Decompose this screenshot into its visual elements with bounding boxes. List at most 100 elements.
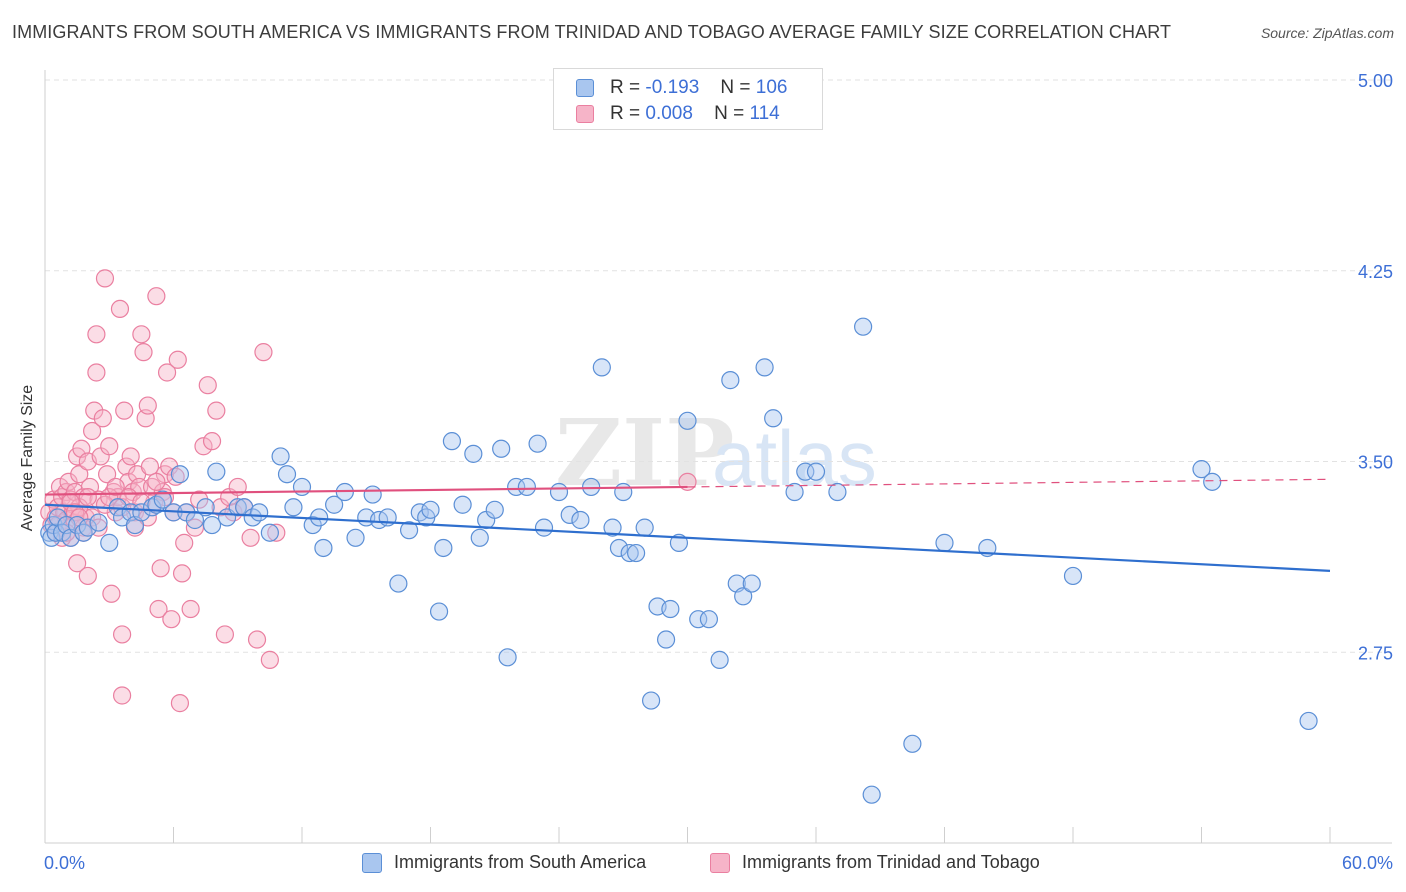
y-tick-label-3: 5.00 bbox=[1358, 71, 1393, 91]
stats-legend-box: R = -0.193 N = 106 R = 0.008 N = 114 bbox=[553, 68, 823, 130]
trinidad-point-63 bbox=[162, 610, 181, 629]
blue-n-label: N = bbox=[720, 77, 751, 98]
trinidad-point-87 bbox=[260, 650, 279, 669]
south-america-point-89 bbox=[734, 587, 753, 606]
south-america-point-45 bbox=[363, 485, 382, 504]
trinidad-point-40 bbox=[112, 686, 132, 705]
south-america-point-104 bbox=[1203, 472, 1222, 491]
x-tick-labels: 0.0% 60.0% bbox=[44, 853, 1393, 873]
stats-text-blue: R = -0.193 N = 106 bbox=[610, 77, 787, 99]
south-america-point-76 bbox=[626, 543, 646, 563]
trinidad-point-104 bbox=[147, 472, 166, 491]
south-america-point-75 bbox=[620, 543, 639, 563]
south-america-point-35 bbox=[277, 465, 297, 484]
south-america-point-17 bbox=[132, 503, 151, 522]
south-america-point-71 bbox=[592, 358, 611, 377]
pink-r-label: R = bbox=[610, 103, 641, 124]
trinidad-point-56 bbox=[147, 287, 166, 306]
south-america-point-62 bbox=[498, 648, 517, 667]
trinidad-point-93 bbox=[78, 488, 97, 507]
trend-lines bbox=[44, 478, 1331, 572]
series-trinidad-points bbox=[40, 269, 697, 713]
trend-line-south-america bbox=[44, 503, 1331, 572]
pink-swatch bbox=[576, 105, 594, 123]
trinidad-point-67 bbox=[170, 694, 190, 713]
south-america-point-93 bbox=[785, 482, 804, 502]
south-america-point-33 bbox=[260, 523, 279, 542]
trinidad-point-86 bbox=[254, 343, 273, 362]
south-america-point-98 bbox=[862, 785, 881, 804]
trinidad-point-50 bbox=[134, 343, 153, 362]
south-america-point-68 bbox=[560, 505, 579, 525]
south-america-point-97 bbox=[854, 317, 873, 336]
south-america-point-11 bbox=[89, 513, 108, 532]
trinidad-point-38 bbox=[110, 299, 130, 318]
south-america-point-27 bbox=[207, 462, 226, 481]
south-america-point-8 bbox=[68, 515, 87, 535]
south-america-point-66 bbox=[534, 518, 554, 537]
blue-swatch bbox=[576, 79, 594, 97]
trinidad-point-58 bbox=[151, 559, 170, 578]
axes bbox=[44, 70, 1392, 844]
south-america-point-37 bbox=[292, 477, 312, 497]
trinidad-point-57 bbox=[149, 599, 168, 619]
trinidad-point-68 bbox=[172, 564, 192, 583]
trinidad-point-44 bbox=[121, 447, 140, 466]
south-america-point-92 bbox=[764, 409, 783, 428]
trinidad-point-32 bbox=[98, 465, 117, 484]
trinidad-point-84 bbox=[241, 528, 260, 547]
south-america-point-53 bbox=[429, 602, 449, 621]
south-america-point-83 bbox=[678, 411, 697, 430]
y-tick-labels: 2.75 3.50 4.25 5.00 bbox=[1358, 71, 1393, 663]
trinidad-point-69 bbox=[175, 533, 194, 552]
trinidad-point-71 bbox=[181, 599, 200, 619]
south-america-point-58 bbox=[470, 528, 489, 547]
trend-line-trinidad-extrapolated bbox=[687, 478, 1331, 488]
y-tick-label-0: 2.75 bbox=[1358, 643, 1393, 663]
south-america-point-36 bbox=[284, 498, 303, 517]
south-america-point-96 bbox=[828, 482, 847, 502]
south-america-point-64 bbox=[517, 477, 536, 497]
south-america-point-32 bbox=[250, 503, 269, 522]
trinidad-point-33 bbox=[100, 437, 119, 456]
legend-pink-swatch bbox=[710, 853, 730, 873]
south-america-point-85 bbox=[699, 610, 719, 629]
watermark-zip: ZIP bbox=[555, 399, 734, 507]
south-america-point-74 bbox=[614, 482, 633, 502]
south-america-point-43 bbox=[346, 528, 365, 547]
trinidad-point-75 bbox=[198, 376, 217, 395]
pink-n-label: N = bbox=[714, 103, 745, 124]
south-america-point-26 bbox=[202, 515, 222, 535]
south-america-point-80 bbox=[656, 630, 676, 649]
x-tick-label-max: 60.0% bbox=[1342, 853, 1393, 873]
trinidad-point-53 bbox=[140, 457, 160, 476]
chart-title: IMMIGRANTS FROM SOUTH AMERICA VS IMMIGRA… bbox=[12, 22, 1172, 42]
south-america-point-63 bbox=[507, 477, 526, 497]
south-america-point-12 bbox=[100, 533, 119, 552]
south-america-point-77 bbox=[635, 518, 654, 537]
south-america-point-72 bbox=[603, 518, 622, 537]
south-america-point-87 bbox=[721, 371, 740, 390]
trinidad-point-88 bbox=[267, 523, 286, 542]
south-america-point-48 bbox=[389, 574, 408, 593]
south-america-point-56 bbox=[453, 495, 472, 514]
trinidad-point-16 bbox=[68, 554, 87, 573]
source-credit: Source: ZipAtlas.com bbox=[1260, 25, 1394, 41]
south-america-point-49 bbox=[399, 521, 419, 540]
south-america-point-57 bbox=[464, 444, 483, 463]
x-tick-label-min: 0.0% bbox=[44, 853, 85, 873]
south-america-point-78 bbox=[641, 691, 661, 710]
trinidad-point-79 bbox=[215, 625, 234, 644]
south-america-point-95 bbox=[806, 462, 826, 481]
y-tick-label-2: 4.25 bbox=[1358, 262, 1393, 282]
trinidad-point-34 bbox=[102, 584, 121, 603]
y-tick-label-1: 3.50 bbox=[1358, 453, 1393, 473]
south-america-point-84 bbox=[689, 610, 708, 629]
south-america-point-20 bbox=[153, 490, 172, 509]
trinidad-point-85 bbox=[247, 630, 267, 649]
south-america-point-86 bbox=[710, 650, 729, 669]
blue-r-value: -0.193 bbox=[645, 77, 700, 98]
south-america-point-54 bbox=[434, 538, 453, 558]
blue-n-value: 106 bbox=[755, 77, 788, 98]
south-america-point-60 bbox=[485, 500, 504, 519]
